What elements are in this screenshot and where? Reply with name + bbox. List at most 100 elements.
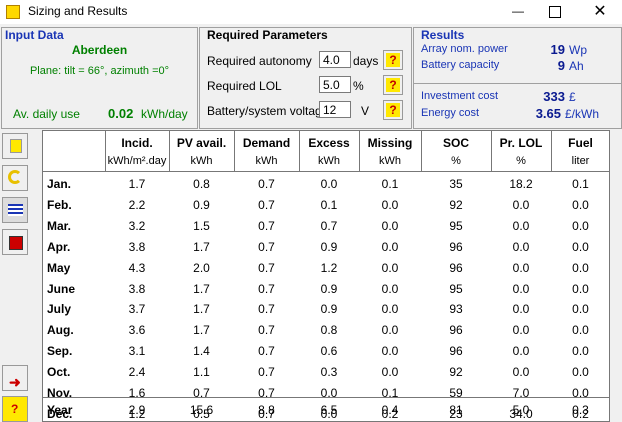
cell: 0.7: [258, 406, 275, 421]
daily-use-label: Av. daily use: [13, 107, 80, 121]
cell: 0.0: [572, 260, 589, 275]
cell: 1.5: [193, 218, 210, 233]
result-value: 19: [550, 42, 565, 57]
cell: 0.0: [381, 281, 399, 296]
cell: 0.2: [572, 406, 589, 421]
cell: 0.7: [258, 344, 275, 359]
param-label: Required autonomy: [207, 54, 312, 68]
row-label: Mar.: [47, 218, 72, 233]
tool-night[interactable]: [2, 165, 28, 191]
cell: 0.7: [320, 218, 338, 233]
cell: 0.1: [572, 177, 589, 191]
cell: 0.0: [381, 218, 399, 233]
cell: 0.8: [320, 323, 338, 338]
result-label: Investment cost: [421, 90, 499, 102]
cell: 0.8: [193, 177, 210, 191]
maximize-button[interactable]: [549, 6, 561, 18]
cell: 0.0: [512, 197, 530, 212]
help-icon: ?: [386, 103, 400, 117]
cell: 93: [449, 302, 463, 317]
column-line: [491, 131, 492, 171]
row-label: Year: [47, 403, 73, 417]
cell: 3.7: [128, 302, 146, 317]
cell: 0.0: [320, 386, 338, 400]
cell: 0.9: [193, 197, 210, 212]
param-input[interactable]: 5.0: [319, 76, 351, 93]
result-unit: Ah: [569, 59, 584, 73]
panel-title: Results: [421, 28, 465, 42]
cell: 4.3: [128, 260, 146, 275]
panel-title: Input Data: [5, 28, 64, 42]
column-unit: kWh/m².day: [107, 155, 167, 167]
column-line: [105, 131, 106, 171]
cell: 1.7: [193, 302, 210, 317]
input-data-panel: Input Data Aberdeen Plane: tilt = 66°, a…: [1, 27, 198, 129]
column-unit: kWh: [190, 155, 213, 167]
cell: 0.0: [512, 365, 530, 380]
param-input[interactable]: 12: [319, 101, 351, 118]
close-button[interactable]: ✕: [593, 3, 607, 20]
result-label: Array nom. power: [421, 43, 508, 55]
cell: 0.7: [258, 302, 275, 317]
column-unit: %: [516, 155, 526, 167]
results-panel: Results Array nom. power 19 Wp Battery capa…: [413, 27, 622, 129]
column-unit: liter: [571, 155, 590, 167]
cell: 1.7: [193, 323, 210, 338]
result-label: Energy cost: [421, 107, 480, 119]
row-label: Nov.: [47, 386, 73, 400]
row-label: Feb.: [47, 197, 72, 212]
result-unit: £: [569, 90, 576, 104]
cell: 3.2: [128, 218, 146, 233]
row-label: Apr.: [47, 239, 71, 254]
row-label: Aug.: [47, 323, 74, 338]
cell: 0.7: [258, 323, 275, 338]
help-button[interactable]: ?: [383, 100, 403, 120]
cell: 3.8: [128, 239, 146, 254]
cell: 0.0: [572, 344, 589, 359]
results-table: Incid. kWh/m².day PV avail. kWh Demand kWh Exc…: [42, 130, 610, 422]
cell: 3.8: [128, 281, 146, 296]
cell: 0.0: [572, 197, 589, 212]
cell: 0.6: [320, 344, 338, 359]
header-line: [43, 171, 609, 172]
cell: 59: [449, 386, 463, 400]
column-unit: kWh: [255, 155, 278, 167]
cell: 1.2: [320, 260, 338, 275]
tool-help[interactable]: ?: [2, 396, 28, 422]
result-unit: Wp: [569, 43, 587, 57]
cell: 0.0: [512, 302, 530, 317]
cell: 0.7: [258, 239, 275, 254]
cell: 1.7: [193, 281, 210, 296]
cell: 96: [449, 239, 463, 254]
tool-table[interactable]: [2, 197, 28, 223]
result-value: 333: [543, 89, 565, 104]
column-unit: kWh: [318, 155, 340, 167]
tool-export[interactable]: ➜: [2, 365, 28, 391]
cell: 0.3: [320, 365, 338, 380]
cell: 0.0: [572, 386, 589, 400]
cell: 0.9: [320, 239, 338, 254]
cell: 34.0: [509, 406, 533, 421]
result-unit: £/kWh: [565, 107, 600, 121]
cell: 6.5: [320, 403, 338, 417]
cell: 0.7: [258, 177, 275, 191]
minimize-button[interactable]: —: [512, 4, 524, 18]
cell: 0.7: [258, 386, 275, 400]
help-button[interactable]: ?: [383, 50, 403, 70]
param-input[interactable]: 4.0: [319, 51, 351, 68]
tool-chart[interactable]: [2, 229, 28, 255]
cell: 0.0: [381, 260, 399, 275]
cell: 1.1: [193, 365, 210, 380]
column-line: [299, 131, 300, 171]
window-title: Sizing and Results: [28, 4, 128, 18]
cell: 0.5: [193, 406, 210, 421]
column-line: [169, 131, 170, 171]
tool-edit[interactable]: [2, 133, 28, 159]
cell: 23: [449, 406, 463, 421]
cell: 0.9: [320, 281, 338, 296]
column-header: PV avail.: [176, 136, 227, 150]
help-button[interactable]: ?: [383, 75, 403, 95]
result-value: 9: [557, 58, 565, 73]
cell: 0.7: [258, 281, 275, 296]
